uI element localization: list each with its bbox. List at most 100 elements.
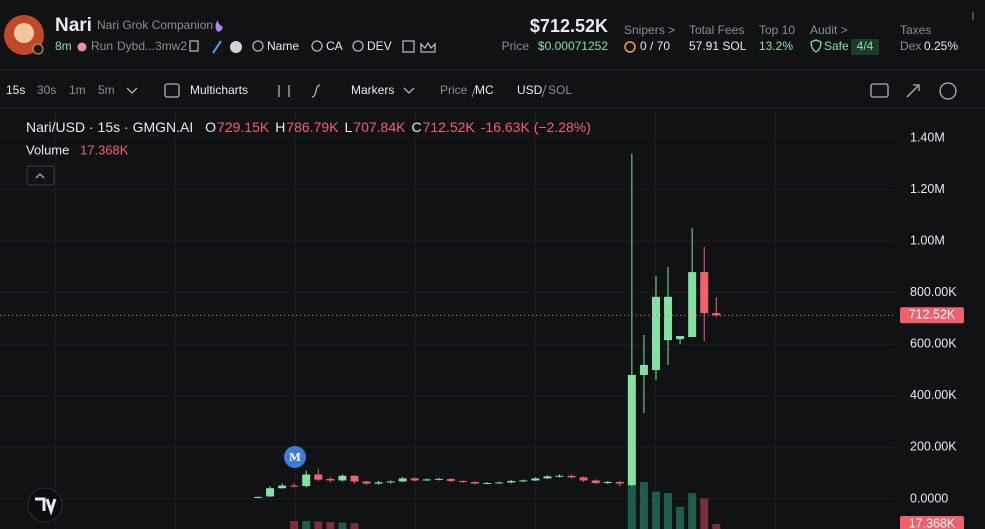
stat-label: Taxes [900, 23, 931, 37]
y-tick-label: 200.00K [910, 440, 957, 454]
crown-icon[interactable] [420, 41, 436, 53]
stat-value: Safe [824, 39, 849, 53]
candle-body [639, 364, 648, 375]
grid: 0.0000 200.00K 400.00K 600.00K 800.00K 1.00M 1… [0, 110, 957, 529]
candle-body [254, 496, 262, 498]
link-name[interactable]: Name [267, 39, 299, 53]
sol-icon[interactable] [230, 41, 242, 53]
fullscreen-icon[interactable] [906, 84, 920, 98]
volume-bar [712, 524, 721, 529]
volume-tag [900, 516, 964, 529]
volume-bar [700, 498, 709, 529]
camera-icon[interactable] [870, 83, 889, 98]
candle-body [410, 478, 419, 481]
avatar-face [14, 23, 34, 43]
candle-body [314, 474, 323, 480]
candle-body [434, 478, 443, 480]
candle-body [615, 481, 624, 484]
candle-icon[interactable] [278, 85, 290, 97]
candle-body [507, 480, 516, 483]
fx-icon[interactable] [311, 84, 321, 98]
search-icon [352, 40, 364, 52]
candle-body [350, 475, 359, 482]
candle-body [519, 480, 528, 482]
y-tick-label: 1.00M [910, 233, 945, 247]
candle-body [712, 313, 721, 316]
chevron[interactable] [403, 87, 415, 94]
multicharts-button[interactable]: Multicharts [190, 83, 248, 97]
candle-body [326, 478, 335, 481]
volume-bar [314, 521, 323, 529]
usd-toggle[interactable]: USD [517, 83, 543, 97]
candle-body [398, 478, 407, 482]
stat-label[interactable]: Snipers > [624, 23, 675, 37]
ohlc-value: 729.15K [217, 119, 270, 135]
volume-bar [627, 482, 636, 529]
settings-icon[interactable] [939, 82, 957, 100]
trade-marker-label: M [289, 451, 301, 464]
price-label: Price [502, 39, 530, 53]
token-subtitle: Nari Grok Companion [97, 18, 213, 32]
volume-bar [338, 522, 347, 529]
candle-body [676, 336, 685, 340]
run-label[interactable]: Run [91, 39, 113, 53]
price-tag-label: 712.52K [909, 308, 956, 322]
candle-body [495, 482, 504, 484]
chart-legend: Nari/USD · 15s · GMGN.AI O729.15K H786.79… [26, 119, 591, 135]
legend-title: Nari/USD · 15s · GMGN.AI [26, 119, 193, 135]
stat-prefix: Dex [900, 39, 921, 53]
link-dev[interactable]: DEV [367, 39, 392, 53]
collapse-legend[interactable] [26, 165, 55, 186]
share-icon[interactable] [402, 40, 415, 53]
volume-tag-label: 17.368K [909, 516, 956, 529]
candle-body [374, 482, 383, 484]
slash [471, 84, 477, 98]
candle-body [362, 481, 371, 484]
interval[interactable]: 1m [69, 83, 86, 97]
stat-label[interactable]: Audit > [810, 23, 848, 37]
token-age: 8m [55, 39, 72, 53]
candle-body [591, 480, 600, 484]
candle-body [483, 483, 492, 485]
interval[interactable]: 5m [98, 83, 115, 97]
ohlc-key: L [345, 119, 353, 135]
candle-body [459, 480, 468, 482]
y-tick-label: 0.0000 [910, 491, 948, 505]
y-tick-label: 600.00K [910, 337, 957, 351]
mc-toggle[interactable]: MC [475, 83, 494, 97]
volume-bar [664, 493, 673, 529]
sol-toggle[interactable]: SOL [548, 83, 572, 97]
ohlc-key: O [205, 119, 216, 135]
run-icon [77, 42, 87, 52]
markers-button[interactable]: Markers [351, 83, 394, 97]
price-toggle[interactable]: Price [440, 83, 468, 97]
multicharts-icon[interactable] [164, 83, 180, 98]
token-address[interactable]: Dybd...3mw2 [117, 39, 187, 53]
candle-body [579, 477, 588, 481]
candle-body [700, 272, 709, 314]
ohlc-key: H [275, 119, 285, 135]
candle-body [543, 476, 552, 479]
volume-bar [350, 523, 359, 529]
volume-value: 17.368K [80, 142, 129, 157]
volume-bar [326, 522, 335, 529]
candle-body [278, 485, 287, 489]
stat-value: 0.25% [924, 39, 958, 53]
candle-body [555, 475, 564, 477]
link-ca[interactable]: CA [326, 39, 343, 53]
trade-marker[interactable] [284, 446, 306, 468]
ohlc-key: C [411, 119, 421, 135]
avatar-badge [32, 43, 44, 55]
chevron[interactable] [126, 87, 138, 94]
volume-bar [639, 482, 648, 529]
volume-bar [290, 520, 299, 529]
interval[interactable]: 15s [6, 83, 25, 97]
y-tick-label: 800.00K [910, 285, 957, 299]
chevron-up[interactable] [35, 173, 45, 179]
stat-value: 13.2% [759, 39, 793, 53]
link-icon[interactable] [212, 40, 222, 54]
interval[interactable]: 30s [37, 83, 56, 97]
copy-icon[interactable] [189, 40, 199, 52]
candle-body [422, 479, 431, 481]
